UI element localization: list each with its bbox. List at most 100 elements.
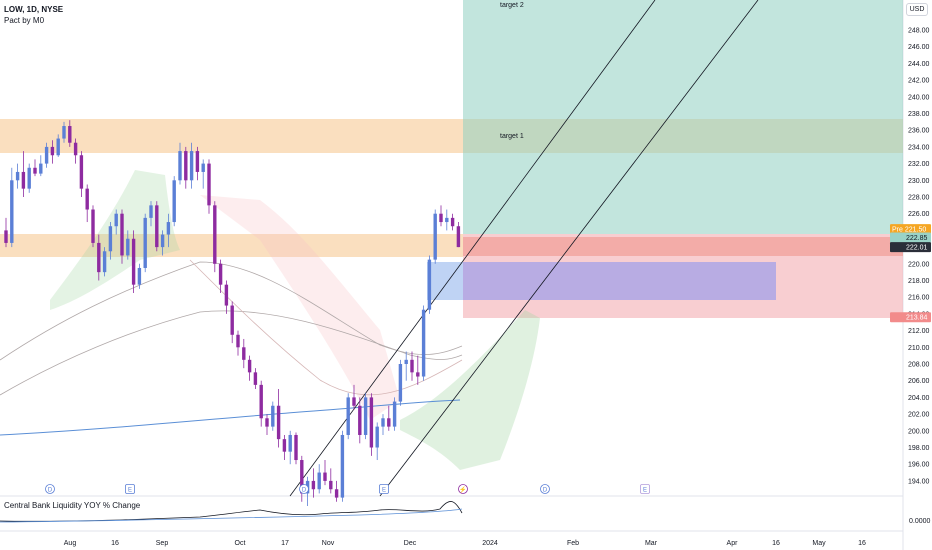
candle-down [207,163,211,206]
dividend-marker[interactable] [540,484,550,494]
candle-down [73,142,78,156]
candle-up [56,138,60,156]
price-tick-label: 230.00 [908,178,930,185]
dividend-marker[interactable] [45,484,55,494]
cloud-2 [200,195,400,420]
price-badge-label: 213.84 [906,315,928,322]
candles-group [4,120,461,506]
candle-up [288,434,292,452]
indicator-title: Central Bank Liquidity YOY % Change [4,501,141,510]
candle-up [433,213,437,260]
ma-200-line [0,399,461,436]
candle-down [195,151,200,172]
candle-down [450,217,455,227]
published-by: Pact by M0 [4,16,45,25]
price-tick-label: 218.00 [908,278,930,285]
time-tick-label: Nov [322,540,335,547]
candle-up [201,163,205,172]
time-tick-label: Dec [404,540,417,547]
candle-down [79,155,84,189]
earnings-marker-label: E [382,488,386,494]
candle-down [68,126,72,143]
currency-button[interactable]: USD [906,3,928,16]
time-tick-label: 17 [281,540,289,547]
candle-up [44,146,49,164]
price-tick-label: 210.00 [908,345,930,352]
price-tick-label: 194.00 [908,478,930,485]
candle-up [421,309,426,377]
time-tick-label: Mar [645,540,658,547]
candle-down [276,405,281,440]
target-zone [463,0,903,234]
price-tick-label: 216.00 [908,295,930,302]
candle-down [410,359,414,373]
price-tick-label: 206.00 [908,378,930,385]
price-tick-label: 242.00 [908,78,930,85]
candle-down [50,146,55,156]
price-tick-label: 226.00 [908,211,930,218]
price-badge-label: 222.01 [906,245,928,252]
candle-up [62,126,66,139]
candle-down [282,439,287,452]
earnings-marker[interactable] [640,484,650,494]
split-marker[interactable] [458,484,468,494]
price-tick-label: 200.00 [908,428,930,435]
candle-up [27,167,31,189]
dividend-marker-label: D [543,488,548,494]
price-tick-label: 240.00 [908,94,930,101]
candle-up [102,251,107,273]
candle-down [218,263,223,285]
candle-up [392,401,397,427]
support-zone [0,234,463,257]
price-tick-label: 248.00 [908,28,930,35]
target-1-label: target 1 [500,133,524,140]
candle-down [352,397,356,406]
candle-up [15,171,20,181]
time-tick-label: Oct [235,540,246,547]
candle-up [317,472,321,490]
candle-up [137,267,142,285]
price-tick-label: 220.00 [908,261,930,268]
price-axis[interactable]: 248.00 246.00 244.00 242.00 240.00 238.00 236.… [908,28,930,486]
event-markers[interactable]: D E D E ⚡ D E [45,484,650,494]
time-tick-label: 16 [772,540,780,547]
dividend-marker-label: D [302,488,307,494]
dividend-marker[interactable] [299,484,309,494]
earnings-marker-label: E [128,488,132,494]
target-2-label: target 2 [500,2,524,9]
candle-down [213,205,217,264]
candle-down [358,405,362,435]
candle-up [363,397,368,435]
time-tick-label: 16 [858,540,866,547]
symbol-line[interactable]: LOW, 1D, NYSE [4,5,64,14]
candle-down [91,209,95,243]
candle-up [178,151,182,181]
trendline-upper [289,0,656,497]
candle-down [300,460,304,494]
time-tick-label: Aug [64,540,77,547]
candle-down [131,238,136,285]
time-tick-label: Sep [156,540,169,547]
candle-up [398,364,403,402]
earnings-marker[interactable] [125,484,135,494]
candle-down [311,480,316,490]
price-tick-label: 208.00 [908,362,930,369]
price-badge-label: 222.85 [906,235,928,242]
price-tick-label: 212.00 [908,328,930,335]
price-tick-label: 202.00 [908,412,930,419]
candle-down [334,489,339,498]
candle-down [369,397,374,448]
candle-up [445,217,449,223]
candle-down [85,188,89,210]
candle-up [10,180,14,243]
candle-down [4,230,8,243]
candle-up [375,426,379,448]
earnings-marker[interactable] [379,484,389,494]
candle-down [265,418,269,427]
time-tick-label: Feb [567,540,579,547]
candle-down [236,334,240,348]
price-badge-label: Pre 221.50 [892,227,926,234]
time-axis[interactable]: Aug 16 Sep Oct 17 Nov Dec 2024 Feb Mar Apr 16 May 16 [64,540,866,547]
